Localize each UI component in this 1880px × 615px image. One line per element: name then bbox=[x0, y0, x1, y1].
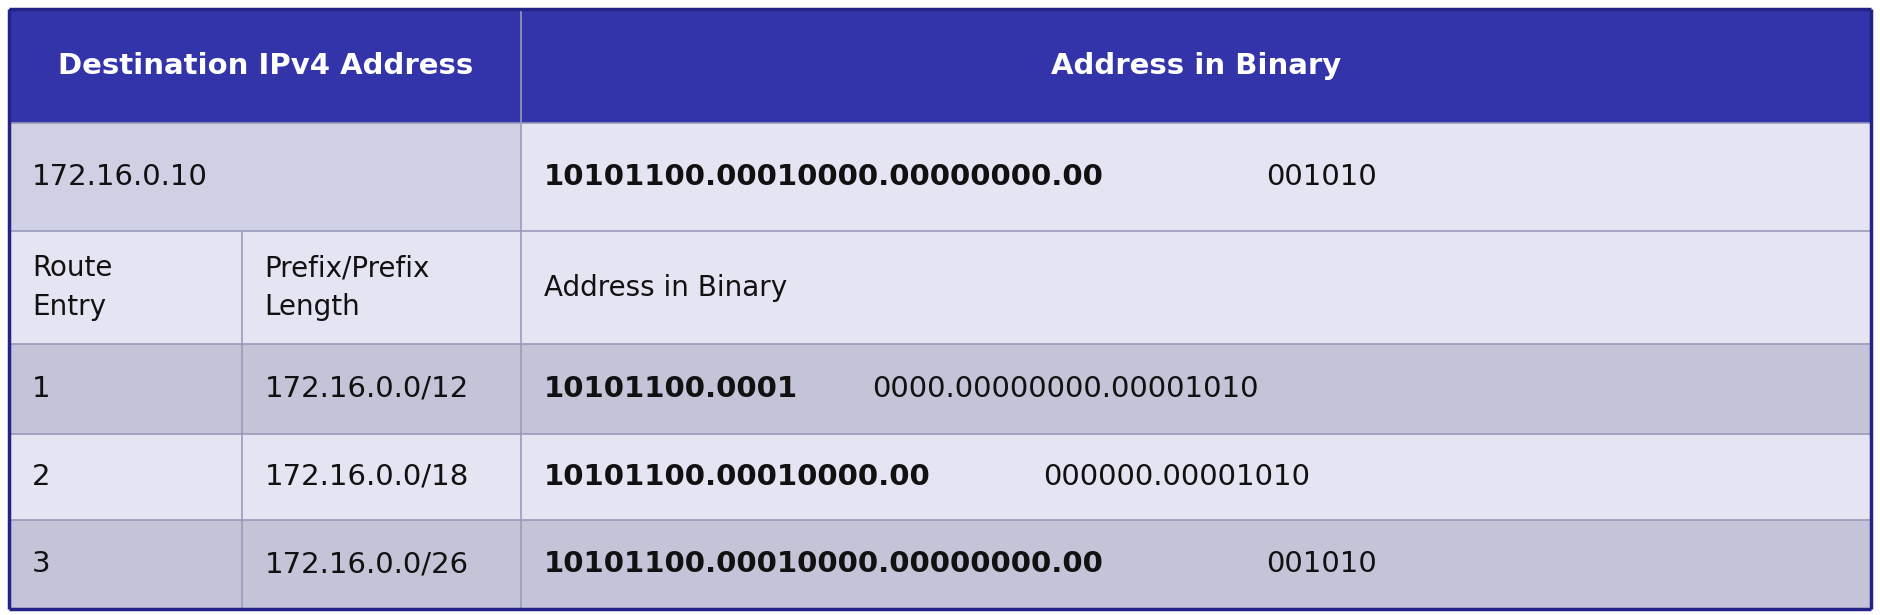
Text: 001010: 001010 bbox=[1267, 550, 1376, 578]
Bar bbox=[521, 344, 1871, 434]
Text: 0000.00000000.00001010: 0000.00000000.00001010 bbox=[872, 375, 1258, 403]
Text: 000000.00001010: 000000.00001010 bbox=[1043, 462, 1310, 491]
Text: Address in Binary: Address in Binary bbox=[1051, 52, 1340, 80]
Bar bbox=[521, 520, 1871, 609]
Bar bbox=[243, 231, 521, 344]
Text: 10101100.00010000.00000000.00: 10101100.00010000.00000000.00 bbox=[543, 163, 1104, 191]
Bar bbox=[9, 9, 521, 123]
Text: Destination IPv4 Address: Destination IPv4 Address bbox=[58, 52, 474, 80]
Text: Route
Entry: Route Entry bbox=[32, 254, 113, 321]
Bar bbox=[243, 344, 521, 434]
Text: 3: 3 bbox=[32, 550, 51, 578]
Bar bbox=[521, 123, 1871, 231]
Bar bbox=[9, 520, 243, 609]
Text: 2: 2 bbox=[32, 462, 51, 491]
Text: 172.16.0.10: 172.16.0.10 bbox=[32, 163, 209, 191]
Bar bbox=[521, 231, 1871, 344]
Bar bbox=[9, 344, 243, 434]
Text: Prefix/Prefix
Length: Prefix/Prefix Length bbox=[265, 254, 431, 321]
Bar bbox=[521, 9, 1871, 123]
Text: 1: 1 bbox=[32, 375, 51, 403]
Bar bbox=[243, 434, 521, 520]
Text: 10101100.0001: 10101100.0001 bbox=[543, 375, 797, 403]
Bar bbox=[9, 434, 243, 520]
Bar bbox=[9, 231, 243, 344]
Bar bbox=[9, 123, 521, 231]
Bar bbox=[521, 434, 1871, 520]
Bar bbox=[243, 520, 521, 609]
Text: 001010: 001010 bbox=[1267, 163, 1376, 191]
Text: 172.16.0.0/18: 172.16.0.0/18 bbox=[265, 462, 468, 491]
Text: 172.16.0.0/26: 172.16.0.0/26 bbox=[265, 550, 468, 578]
Text: Address in Binary: Address in Binary bbox=[543, 274, 788, 301]
Text: 10101100.00010000.00000000.00: 10101100.00010000.00000000.00 bbox=[543, 550, 1104, 578]
Text: 10101100.00010000.00: 10101100.00010000.00 bbox=[543, 462, 931, 491]
Text: 172.16.0.0/12: 172.16.0.0/12 bbox=[265, 375, 468, 403]
